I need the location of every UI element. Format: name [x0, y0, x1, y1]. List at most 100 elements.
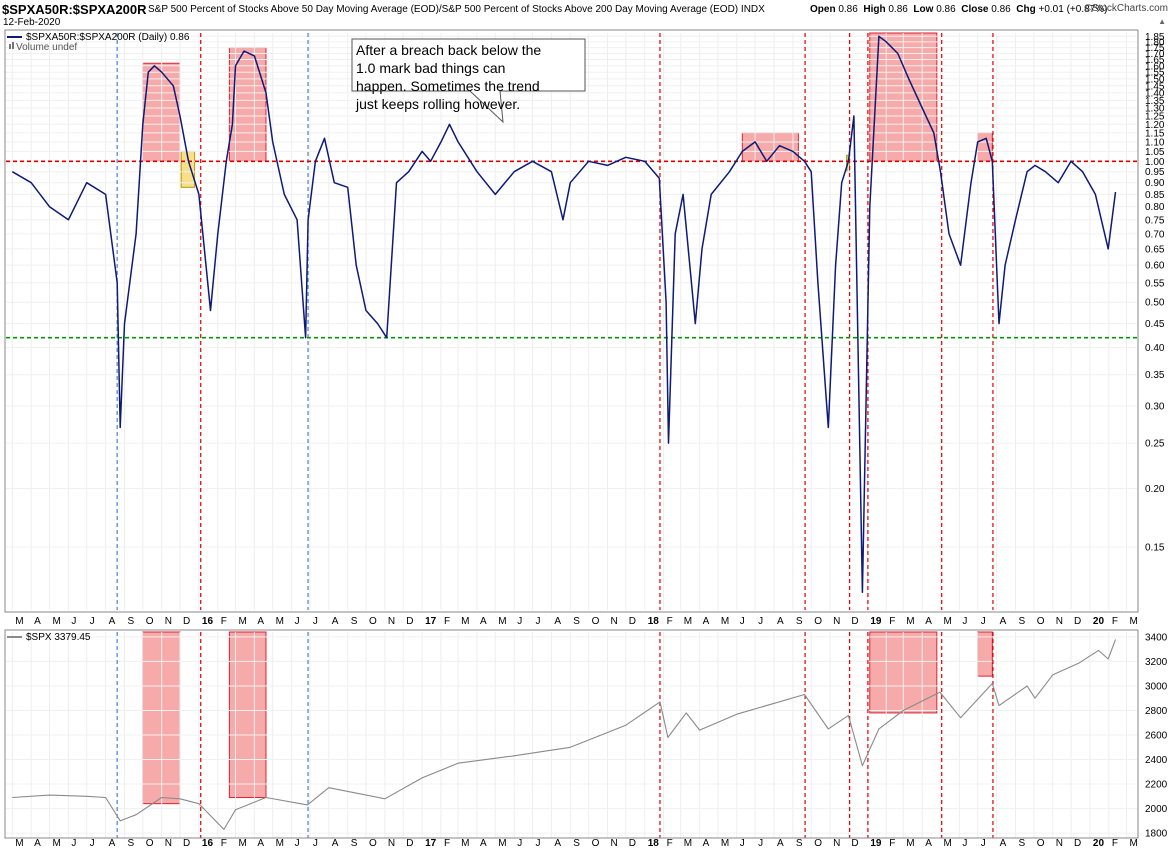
spx-x-tick-label: A — [480, 838, 487, 848]
spx-x-tick-label: F — [1112, 838, 1118, 848]
ratio-series-line — [11, 35, 1117, 594]
spx-panel-frame — [4, 629, 1139, 839]
price-stats: Open 0.86 High 0.86 Low 0.86 Close 0.86 … — [810, 4, 1107, 15]
spx-x-tick-label: S — [796, 838, 803, 848]
spx-x-tick-label: F — [444, 838, 450, 848]
ratio-x-tick-label: O — [592, 616, 600, 627]
ratio-x-tick-label: N — [611, 616, 618, 627]
spx-x-tick-label: J — [295, 838, 300, 848]
spx-x-tick-label: M — [943, 838, 951, 848]
ratio-x-tick-label: A — [703, 616, 710, 627]
ratio-y-tick-label: 1.40 — [1145, 88, 1165, 99]
spx-x-tick-label: M — [52, 838, 60, 848]
spx-x-tick-label: D — [629, 838, 636, 848]
ratio-y-tick-label: 0.35 — [1145, 370, 1165, 381]
spx-x-tick-label: M — [461, 838, 469, 848]
ratio-x-tick-label: S — [351, 616, 358, 627]
ratio-x-tick-label: J — [962, 616, 967, 627]
spx-x-tick-label: J — [981, 838, 986, 848]
ratio-x-tick-label: M — [721, 616, 729, 627]
brand-link[interactable]: ©StockCharts.com — [1084, 3, 1168, 14]
panel-frames-layer — [4, 29, 1139, 839]
spx-x-tick-label: O — [369, 838, 377, 848]
ratio-y-tick-label: 0.70 — [1145, 229, 1165, 240]
ratio-x-tick-label: A — [34, 616, 41, 627]
ratio-x-tick-label: M — [684, 616, 692, 627]
ratio-x-tick-label: F — [1112, 616, 1118, 627]
spx-x-tick-label: 16 — [202, 838, 214, 848]
ratio-panel-frame — [4, 29, 1139, 613]
close-value: 0.86 — [991, 4, 1011, 15]
spx-y-tick-label: 1800 — [1145, 829, 1168, 840]
ratio-x-tick-label: D — [851, 616, 858, 627]
spx-x-tick-label: J — [517, 838, 522, 848]
ratio-y-tick-label: 1.10 — [1145, 137, 1165, 148]
chart-date: 12-Feb-2020 — [3, 17, 61, 28]
ratio-x-tick-label: M — [276, 616, 284, 627]
ratio-y-tick-label: 1.30 — [1145, 103, 1165, 114]
spx-x-tick-label: A — [777, 838, 784, 848]
ratio-x-tick-label: M — [906, 616, 914, 627]
ratio-shaded-region — [977, 132, 993, 162]
volume-legend-label: Volume undef — [16, 42, 77, 53]
ratio-x-tick-label: S — [1019, 616, 1026, 627]
spx-x-tick-label: M — [906, 838, 914, 848]
ratio-x-tick-label: S — [127, 616, 134, 627]
ratio-x-tick-label: F — [221, 616, 227, 627]
ratio-x-tick-label: D — [183, 616, 190, 627]
spx-y-tick-label: 2000 — [1145, 804, 1168, 815]
ratio-x-tick-label: J — [90, 616, 95, 627]
collapse-arrow-icon[interactable]: ▲ — [1158, 17, 1166, 26]
copyright-icon: © — [1084, 3, 1092, 14]
ratio-x-tick-label: 20 — [1093, 616, 1105, 627]
ratio-x-tick-label: F — [444, 616, 450, 627]
spx-x-tick-label: J — [535, 838, 540, 848]
ratio-x-tick-label: S — [796, 616, 803, 627]
ratio-x-tick-label: D — [406, 616, 413, 627]
spx-x-tick-label: M — [721, 838, 729, 848]
spx-x-tick-label: D — [851, 838, 858, 848]
ratio-x-tick-label: J — [981, 616, 986, 627]
ratio-y-tick-label: 0.30 — [1145, 402, 1165, 413]
ratio-y-tick-label: 0.85 — [1145, 190, 1165, 201]
spx-x-tick-label: N — [165, 838, 172, 848]
spx-x-tick-label: J — [313, 838, 318, 848]
high-value: 0.86 — [888, 4, 908, 15]
annotation-callout — [351, 38, 586, 124]
ratio-y-tick-label: 1.85 — [1145, 32, 1165, 43]
ratio-legend-label: $SPXA50R:$SPXA200R (Daily) 0.86 — [26, 32, 190, 43]
ratio-x-tick-label: O — [1037, 616, 1045, 627]
spx-legend-label: $SPX 3379.45 — [26, 632, 91, 643]
spx-x-tick-label: J — [90, 838, 95, 848]
spx-x-tick-label: F — [221, 838, 227, 848]
ratio-x-tick-label: J — [535, 616, 540, 627]
spx-x-tick-label: A — [703, 838, 710, 848]
spx-x-tick-label: M — [684, 838, 692, 848]
spx-x-tick-label: A — [34, 838, 41, 848]
spx-y-tick-label: 3000 — [1145, 681, 1168, 692]
ratio-x-tick-label: M — [15, 616, 23, 627]
spx-x-tick-label: A — [925, 838, 932, 848]
spx-x-tick-label: A — [1000, 838, 1007, 848]
ratio-y-tick-label: 1.25 — [1145, 111, 1165, 122]
spx-x-tick-label: M — [15, 838, 23, 848]
spx-x-tick-label: M — [1130, 838, 1138, 848]
exchange-label: INDX — [740, 4, 765, 15]
ratio-x-tick-label: 17 — [425, 616, 437, 627]
spx-x-tick-label: M — [276, 838, 284, 848]
ratio-x-tick-label: A — [1000, 616, 1007, 627]
spx-x-tick-label: A — [257, 838, 264, 848]
ratio-x-tick-label: A — [109, 616, 116, 627]
spx-x-tick-label: O — [1037, 838, 1045, 848]
ratio-y-tick-label: 0.90 — [1145, 178, 1165, 189]
ratio-x-tick-label: O — [369, 616, 377, 627]
ratio-x-tick-label: A — [332, 616, 339, 627]
tick-labels-layer: 1.851.801.751.701.651.601.551.501.451.40… — [15, 32, 1167, 848]
ratio-y-tick-label: 1.00 — [1145, 157, 1165, 168]
spx-x-tick-label: J — [962, 838, 967, 848]
ratio-y-tick-label: 0.75 — [1145, 215, 1165, 226]
spx-shaded-region — [228, 631, 267, 799]
ratio-x-tick-label: N — [388, 616, 395, 627]
spx-y-tick-label: 2400 — [1145, 755, 1168, 766]
annotation-line: happen. Sometimes the trend — [356, 78, 540, 94]
